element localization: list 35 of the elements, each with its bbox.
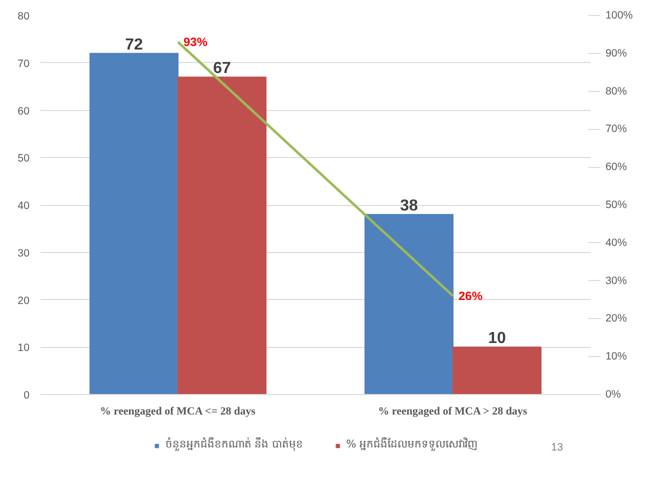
y-tick-label: 20 [18, 294, 30, 307]
y-tick-label: 10 [18, 342, 30, 354]
y2-tick-label: 90% [606, 47, 628, 60]
data-label: 26% [458, 288, 483, 303]
y-tick-label: 50 [18, 152, 30, 165]
y-tick-label: 40 [18, 200, 30, 212]
data-label: 10 [488, 330, 506, 348]
y2-tick-label: 50% [606, 199, 628, 211]
x-tick-label: % reengaged of MCA > 28 days [378, 406, 528, 418]
data-label: 67 [213, 60, 231, 78]
y-tick-label: 80 [18, 10, 30, 22]
data-label: 72 [125, 36, 143, 54]
bar [364, 214, 454, 394]
y2-tick-label: 10% [606, 350, 628, 363]
y2-tick-label: 40% [606, 236, 628, 249]
y-tick-label: 30 [18, 247, 30, 260]
y2-tick-label: 70% [606, 123, 628, 136]
text: 13 [551, 442, 564, 454]
legend-label: ចំនួនអ្នកជំងឺខកណាត់ នឹង បាត់មុខ [165, 438, 304, 452]
y-tick-label: 70 [18, 58, 30, 70]
bar [452, 346, 542, 394]
y2-tick-label: 20% [606, 312, 628, 325]
x-tick-label: % reengaged of MCA <= 28 days [100, 406, 256, 418]
y2-tick-label: 80% [606, 85, 628, 98]
data-label: 38 [400, 197, 418, 214]
y2-tick-label: 30% [606, 274, 628, 287]
y2-tick-label: 60% [606, 161, 628, 174]
data-label: 93% [184, 35, 208, 50]
legend-label: % អ្នកជំងឺដែលមកទទួលសេវាវិញ [346, 438, 478, 452]
y-tick-label: 60 [18, 105, 30, 118]
bar [90, 52, 178, 394]
y2-tick-label: 100% [606, 10, 634, 22]
y2-tick-label: 0% [606, 388, 622, 400]
bar [178, 76, 266, 394]
y-tick-label: 0 [24, 390, 30, 402]
